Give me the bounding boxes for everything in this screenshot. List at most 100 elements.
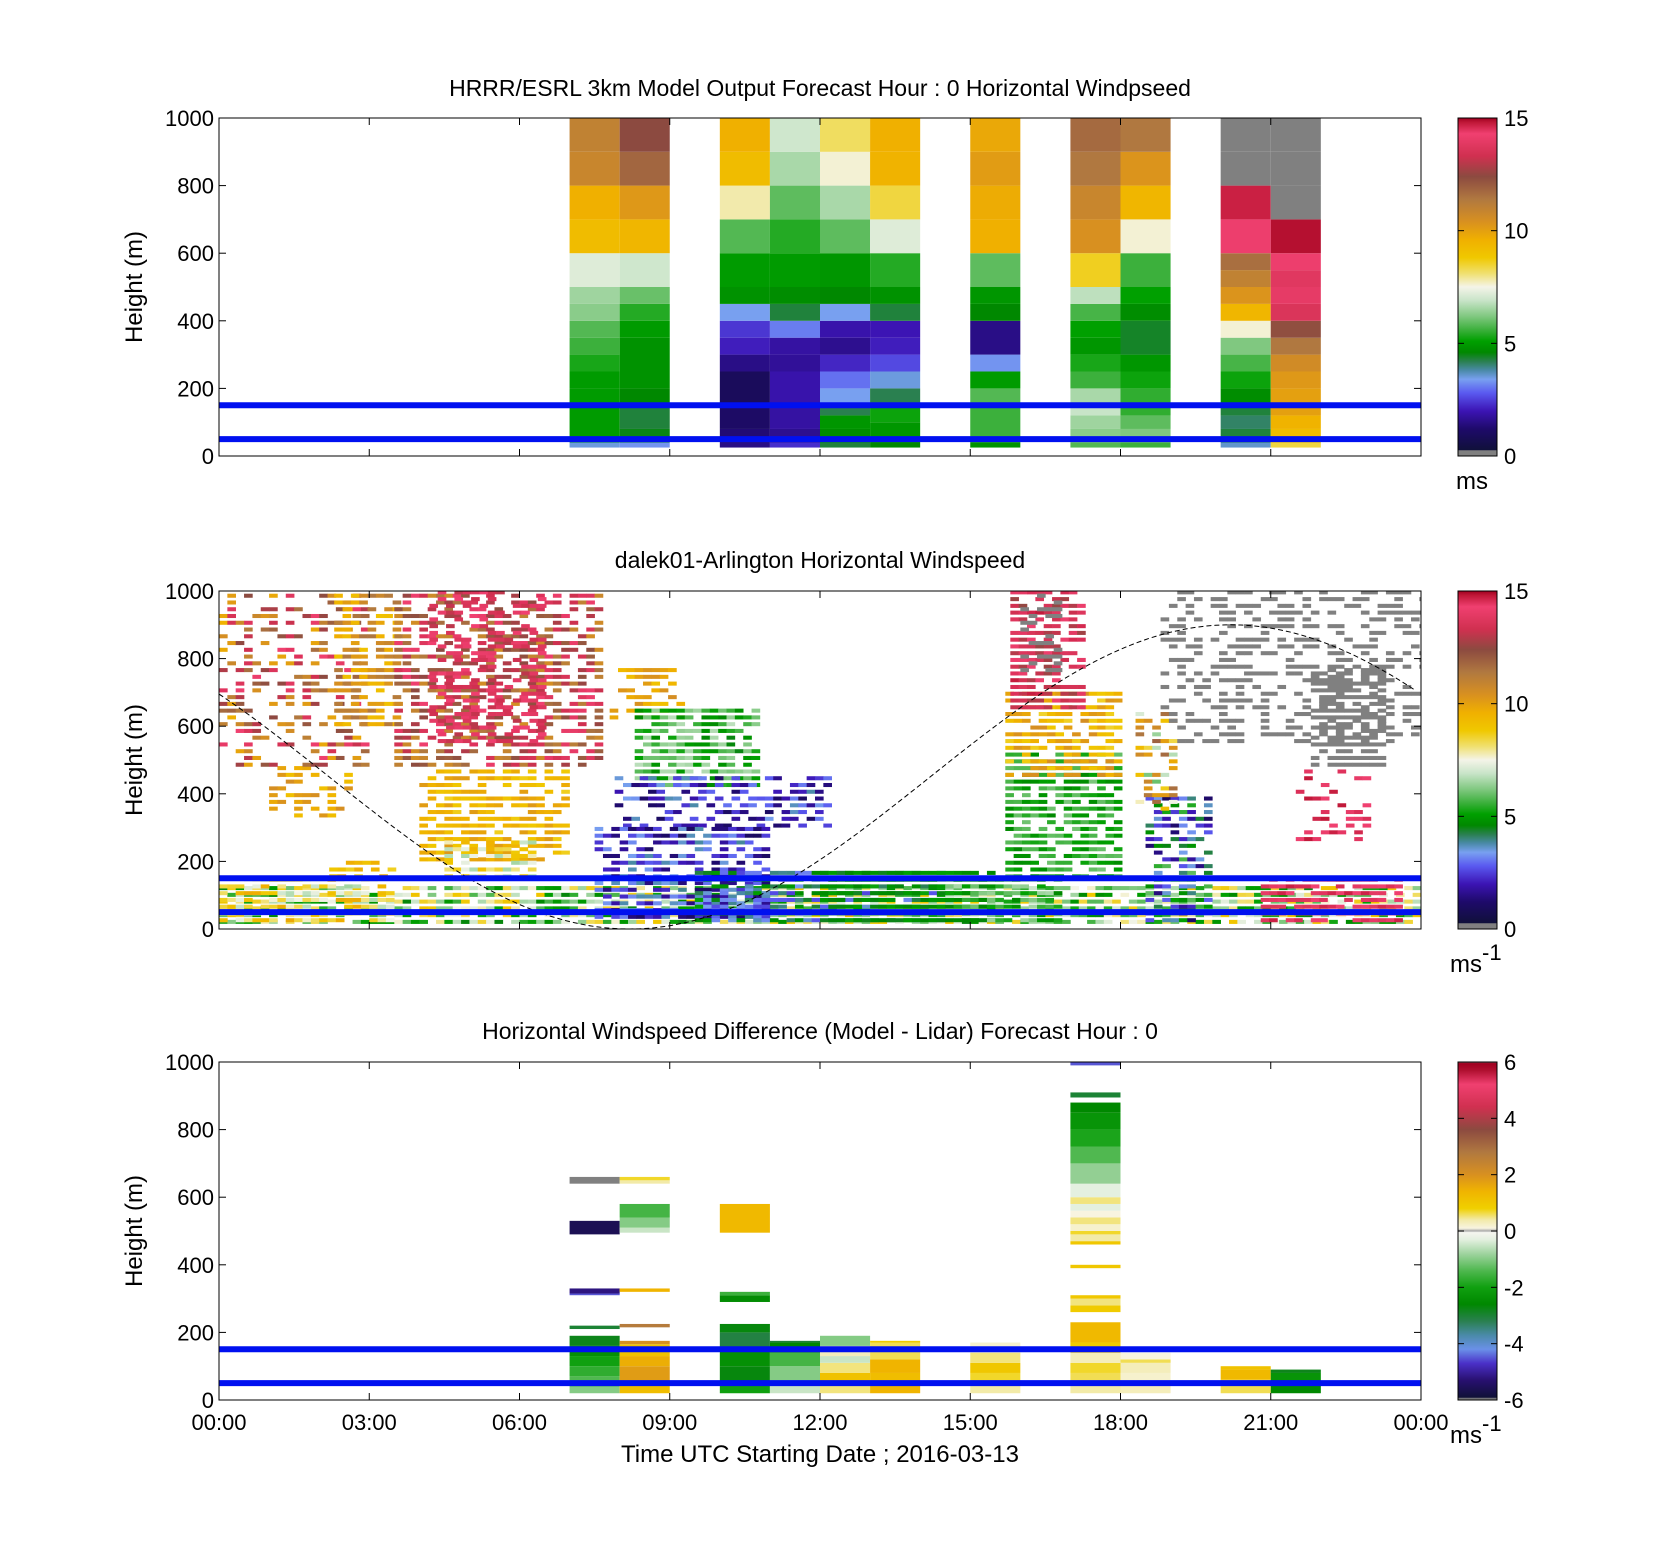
lidar-cell [614,776,624,781]
lidar-cell [461,867,470,872]
lidar-cell [1013,779,1023,784]
lidar-cell [594,887,604,892]
lidar-cell [1178,796,1188,801]
lidar-cell [529,691,539,696]
lidar-cell [1153,823,1163,828]
lidar-cell [227,607,236,612]
lidar-cell [1195,857,1205,862]
lidar-cell [1402,664,1412,669]
lidar-cell [1220,899,1230,904]
lidar-cell [429,624,438,629]
lidar-cell [1304,796,1313,801]
lidar-cell [1252,637,1262,642]
heatmap-cell [820,253,871,287]
lidar-cell [1310,671,1320,676]
lidar-cell [1202,684,1211,690]
heatmap-cell [769,303,820,321]
lidar-cell [436,755,445,760]
lidar-cell [1187,884,1196,889]
lidar-cell [452,674,462,679]
lidar-cell [1052,698,1061,703]
heatmap-cell [970,1362,1021,1373]
lidar-cell [410,654,420,659]
lidar-cell [1097,705,1106,710]
lidar-cell [1187,837,1196,842]
lidar-cell [444,755,454,760]
lidar-cell [1277,624,1287,629]
heatmap-cell [1270,1369,1321,1373]
lidar-cell [1360,722,1370,727]
lidar-cell [454,591,464,595]
lidar-cell [1170,810,1180,815]
lidar-cell [761,918,771,923]
lidar-cell [402,627,412,632]
lidar-cell [1352,742,1362,747]
lidar-cell [487,739,497,744]
lidar-cell [1053,899,1063,904]
lidar-cell [1047,759,1056,764]
lidar-cell [1369,742,1378,747]
lidar-cell [1077,664,1086,669]
lidar-cell [319,786,328,791]
heatmap-cell [1270,253,1321,271]
lidar-cell [1022,745,1031,750]
lidar-cell [552,803,562,808]
lidar-cell [634,735,644,740]
lidar-cell [986,913,996,918]
lidar-cell [734,708,744,713]
lidar-cell [1335,664,1345,669]
lidar-cell [402,634,412,639]
lidar-cell [1203,884,1213,889]
lidar-cell [1063,840,1073,845]
lidar-cell [1043,610,1053,615]
lidar-cell [739,782,749,788]
lidar-cell [427,762,437,767]
lidar-cell [487,630,497,635]
lidar-cell [1195,837,1205,842]
lidar-cell [536,661,545,666]
lidar-cell [1160,786,1170,791]
lidar-cell [350,681,360,686]
lidar-cell [1105,853,1115,859]
lidar-cell [544,913,554,918]
lidar-cell [1320,782,1330,788]
lidar-cell [1377,728,1387,733]
lidar-cell [410,762,420,767]
lidar-cell [1072,779,1081,784]
lidar-cell [527,886,537,891]
lidar-cell [1352,762,1362,767]
lidar-cell [452,755,462,760]
lidar-cell [1345,810,1355,815]
lidar-cell [753,894,762,899]
lidar-cell [375,641,385,646]
lidar-cell [1030,739,1039,744]
lidar-cell [594,755,604,760]
lidar-cell [244,593,253,598]
lidar-cell [419,674,428,679]
heatmap-cell [1120,151,1171,186]
lidar-cell [769,870,779,875]
lidar-cell [527,701,537,706]
lidar-cell [1113,779,1123,784]
lidar-cell [694,918,704,923]
lidar-cell [1105,826,1115,831]
lidar-cell [335,886,345,891]
lidar-cell [1360,918,1370,923]
lidar-cell [773,789,782,794]
lidar-cell [651,681,661,686]
lidar-cell [1088,766,1098,771]
lidar-cell [327,793,337,798]
lidar-cell [978,891,988,896]
lidar-cell [569,749,579,754]
lidar-cell [1153,796,1163,801]
lidar-cell [519,913,529,918]
lidar-cell [1105,739,1115,744]
lidar-cell [1394,591,1403,595]
lidar-cell [1369,904,1378,909]
lidar-cell [1319,701,1328,706]
lidar-cell [1193,617,1203,622]
heatmap-cell [569,320,620,338]
panel-lidar: dalek01-Arlington Horizontal Windspeed 0… [121,547,1528,978]
lidar-cell [359,647,368,652]
